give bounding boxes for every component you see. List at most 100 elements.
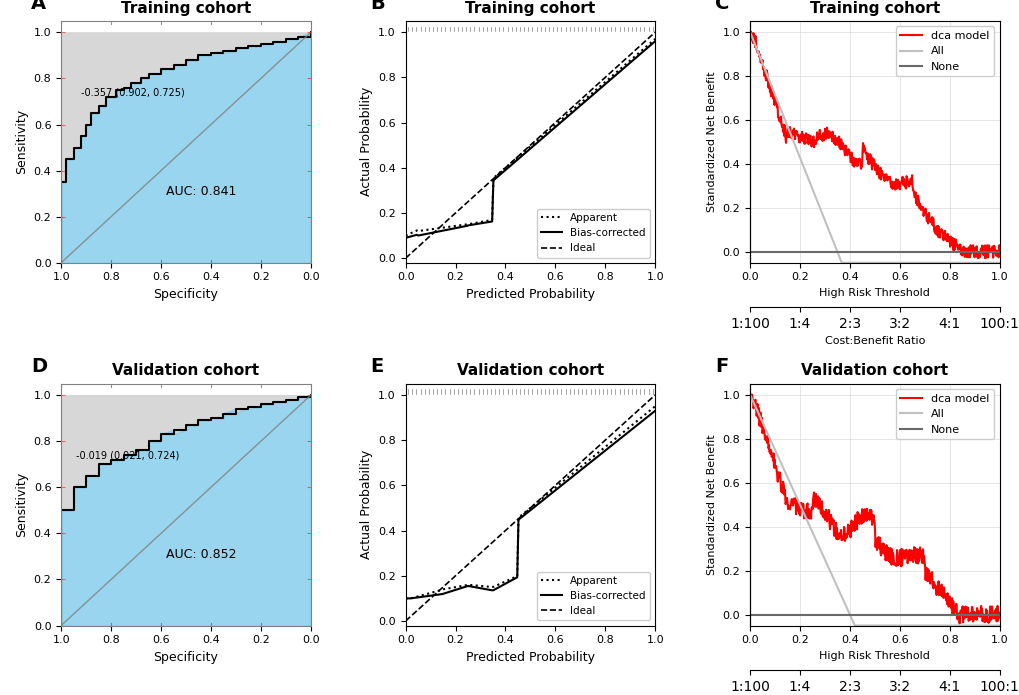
- Apparent: [648, 35, 660, 43]
- Apparent: [636, 412, 648, 420]
- Bias-corrected: [627, 423, 639, 432]
- dca model: [948, 605, 960, 614]
- All: [948, 259, 960, 267]
- Apparent: [409, 227, 421, 235]
- Bias-corrected: [648, 37, 660, 45]
- Line: Bias-corrected: Bias-corrected: [406, 41, 654, 238]
- Text: F: F: [714, 357, 728, 375]
- Ideal: [399, 616, 412, 625]
- Title: Training cohort: Training cohort: [809, 1, 940, 15]
- Line: Apparent: Apparent: [406, 407, 654, 598]
- All: [878, 259, 891, 267]
- Legend: dca model, All, None: dca model, All, None: [895, 389, 994, 439]
- All: [848, 621, 860, 630]
- Apparent: [627, 53, 639, 61]
- Bias-corrected: [409, 231, 421, 239]
- Ideal: [445, 575, 458, 583]
- dca model: [863, 151, 875, 159]
- Bias-corrected: [636, 416, 648, 425]
- Ideal: [627, 47, 639, 56]
- Text: -0.357 (0.902, 0.725): -0.357 (0.902, 0.725): [81, 88, 184, 98]
- dca model: [892, 559, 904, 567]
- X-axis label: Specificity: Specificity: [154, 651, 218, 664]
- dca model: [863, 514, 875, 522]
- Bias-corrected: [414, 593, 426, 601]
- Apparent: [466, 220, 478, 228]
- Ideal: [414, 240, 426, 249]
- Bias-corrected: [636, 48, 648, 56]
- All: [987, 259, 1000, 267]
- dca model: [878, 556, 891, 564]
- Ideal: [636, 40, 648, 48]
- Line: Apparent: Apparent: [406, 39, 654, 236]
- X-axis label: Predicted Probability: Predicted Probability: [466, 651, 594, 664]
- Text: D: D: [32, 357, 47, 375]
- dca model: [743, 29, 755, 38]
- Ideal: [399, 254, 412, 262]
- Title: Validation cohort: Validation cohort: [112, 363, 259, 378]
- All: [863, 259, 875, 267]
- dca model: [987, 609, 1000, 617]
- Apparent: [409, 593, 421, 601]
- Bias-corrected: [466, 220, 478, 229]
- X-axis label: Cost:Benefit Ratio: Cost:Benefit Ratio: [823, 336, 924, 346]
- Text: B: B: [370, 0, 385, 13]
- Bias-corrected: [445, 587, 458, 595]
- Bias-corrected: [627, 56, 639, 64]
- dca model: [744, 391, 756, 399]
- All: [993, 259, 1005, 267]
- dca model: [987, 243, 1000, 251]
- Y-axis label: Standardized Net Benefit: Standardized Net Benefit: [706, 434, 716, 575]
- dca model: [743, 398, 755, 407]
- Apparent: [648, 402, 660, 411]
- Line: Bias-corrected: Bias-corrected: [406, 411, 654, 598]
- Bias-corrected: [399, 594, 412, 603]
- Bias-corrected: [414, 231, 426, 239]
- Apparent: [627, 420, 639, 428]
- Title: Validation cohort: Validation cohort: [801, 363, 948, 378]
- dca model: [744, 28, 756, 36]
- Apparent: [466, 581, 478, 589]
- Title: Training cohort: Training cohort: [465, 1, 595, 15]
- Ideal: [445, 212, 458, 220]
- Text: C: C: [714, 0, 729, 13]
- dca model: [993, 613, 1005, 621]
- dca model: [953, 619, 965, 628]
- All: [862, 621, 874, 630]
- Apparent: [445, 222, 458, 231]
- Title: Validation cohort: Validation cohort: [457, 363, 603, 378]
- Apparent: [414, 591, 426, 600]
- Y-axis label: Sensitivity: Sensitivity: [15, 472, 29, 537]
- Apparent: [636, 46, 648, 54]
- Text: E: E: [370, 357, 383, 375]
- dca model: [993, 241, 1005, 250]
- Text: AUC: 0.852: AUC: 0.852: [166, 548, 236, 561]
- All: [743, 28, 755, 36]
- All: [863, 621, 875, 630]
- X-axis label: High Risk Threshold: High Risk Threshold: [818, 651, 929, 661]
- Ideal: [627, 410, 639, 418]
- dca model: [948, 243, 960, 252]
- dca model: [862, 509, 874, 517]
- Ideal: [414, 603, 426, 612]
- Apparent: [399, 231, 412, 240]
- Bias-corrected: [409, 594, 421, 602]
- All: [878, 621, 891, 630]
- Bias-corrected: [399, 234, 412, 242]
- Y-axis label: Sensitivity: Sensitivity: [15, 109, 29, 174]
- All: [892, 621, 904, 630]
- Bias-corrected: [466, 582, 478, 591]
- Y-axis label: Actual Probability: Actual Probability: [360, 450, 372, 559]
- All: [862, 259, 874, 267]
- All: [948, 621, 960, 630]
- Ideal: [466, 194, 478, 202]
- Ideal: [648, 28, 660, 36]
- Bias-corrected: [648, 407, 660, 415]
- Apparent: [414, 227, 426, 235]
- Line: All: All: [749, 32, 999, 263]
- Line: dca model: dca model: [749, 395, 999, 623]
- All: [743, 391, 755, 399]
- Apparent: [399, 594, 412, 603]
- Line: Ideal: Ideal: [406, 32, 654, 258]
- dca model: [878, 171, 891, 179]
